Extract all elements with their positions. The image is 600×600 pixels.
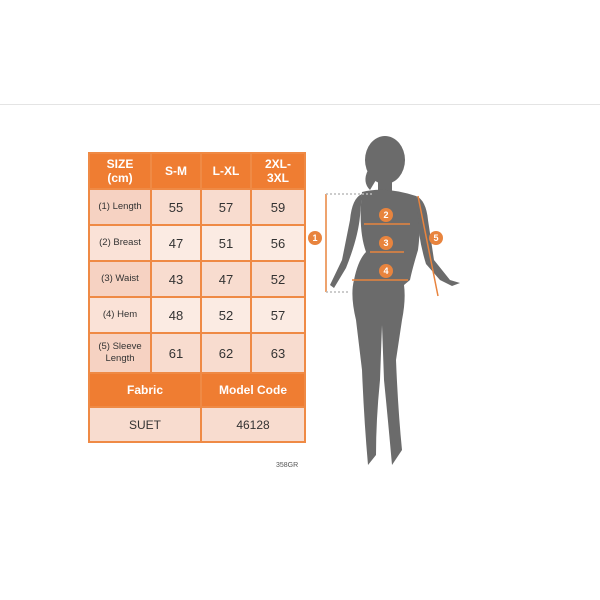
- row-label: (3) Waist: [88, 260, 152, 298]
- body-silhouette-figure: 1 2 3 4 5: [308, 136, 460, 465]
- header-l-xl: L-XL: [200, 152, 252, 190]
- marker-4-icon: [379, 264, 393, 278]
- cell: 52: [250, 260, 306, 298]
- table-row: (3) Waist 43 47 52: [88, 260, 306, 298]
- marker-3-label: 3: [383, 238, 388, 248]
- cell: 56: [250, 224, 306, 262]
- marker-1-label: 1: [312, 233, 317, 243]
- header-2xl-3xl: 2XL- 3XL: [250, 152, 306, 190]
- cell: 47: [150, 224, 202, 262]
- cell: 62: [200, 332, 252, 374]
- row-label: (2) Breast: [88, 224, 152, 262]
- row-label: (4) Hem: [88, 296, 152, 334]
- marker-5-label: 5: [433, 233, 438, 243]
- table-row: (2) Breast 47 51 56: [88, 224, 306, 262]
- cell: 43: [150, 260, 202, 298]
- measurement-markers: 1 2 3 4 5: [308, 208, 443, 278]
- cell: 51: [200, 224, 252, 262]
- size-chart-table: SIZE (cm) S-M L-XL 2XL- 3XL (1) Length 55 …: [88, 152, 306, 443]
- row-label: (5) Sleeve Length: [88, 332, 152, 374]
- silhouette: [330, 136, 460, 465]
- cell: 48: [150, 296, 202, 334]
- marker-1-icon: [308, 231, 322, 245]
- marker-2-label: 2: [383, 210, 388, 220]
- model-code-label: Model Code: [200, 372, 306, 408]
- cell: 57: [250, 296, 306, 334]
- cell: 47: [200, 260, 252, 298]
- header-s-m: S-M: [150, 152, 202, 190]
- cell: 55: [150, 188, 202, 226]
- cell: 61: [150, 332, 202, 374]
- header-row: SIZE (cm) S-M L-XL 2XL- 3XL: [88, 152, 306, 190]
- fabric-header-row: Fabric Model Code: [88, 372, 306, 408]
- measurement-lines: [325, 193, 439, 297]
- product-code: 358GR: [276, 462, 299, 469]
- marker-5-icon: [429, 231, 443, 245]
- marker-4-label: 4: [383, 266, 388, 276]
- marker-3-icon: [379, 236, 393, 250]
- cell: 63: [250, 332, 306, 374]
- cell: 57: [200, 188, 252, 226]
- table-row: (1) Length 55 57 59: [88, 188, 306, 226]
- cell: 59: [250, 188, 306, 226]
- marker-2-icon: [379, 208, 393, 222]
- fabric-value: SUET: [88, 406, 202, 443]
- table-row: (4) Hem 48 52 57: [88, 296, 306, 334]
- header-size: SIZE (cm): [88, 152, 152, 190]
- table-row: (5) Sleeve Length 61 62 63: [88, 332, 306, 374]
- fabric-label: Fabric: [88, 372, 202, 408]
- fabric-value-row: SUET 46128: [88, 406, 306, 443]
- model-code-value: 46128: [200, 406, 306, 443]
- cell: 52: [200, 296, 252, 334]
- divider-line: [0, 104, 600, 105]
- row-label: (1) Length: [88, 188, 152, 226]
